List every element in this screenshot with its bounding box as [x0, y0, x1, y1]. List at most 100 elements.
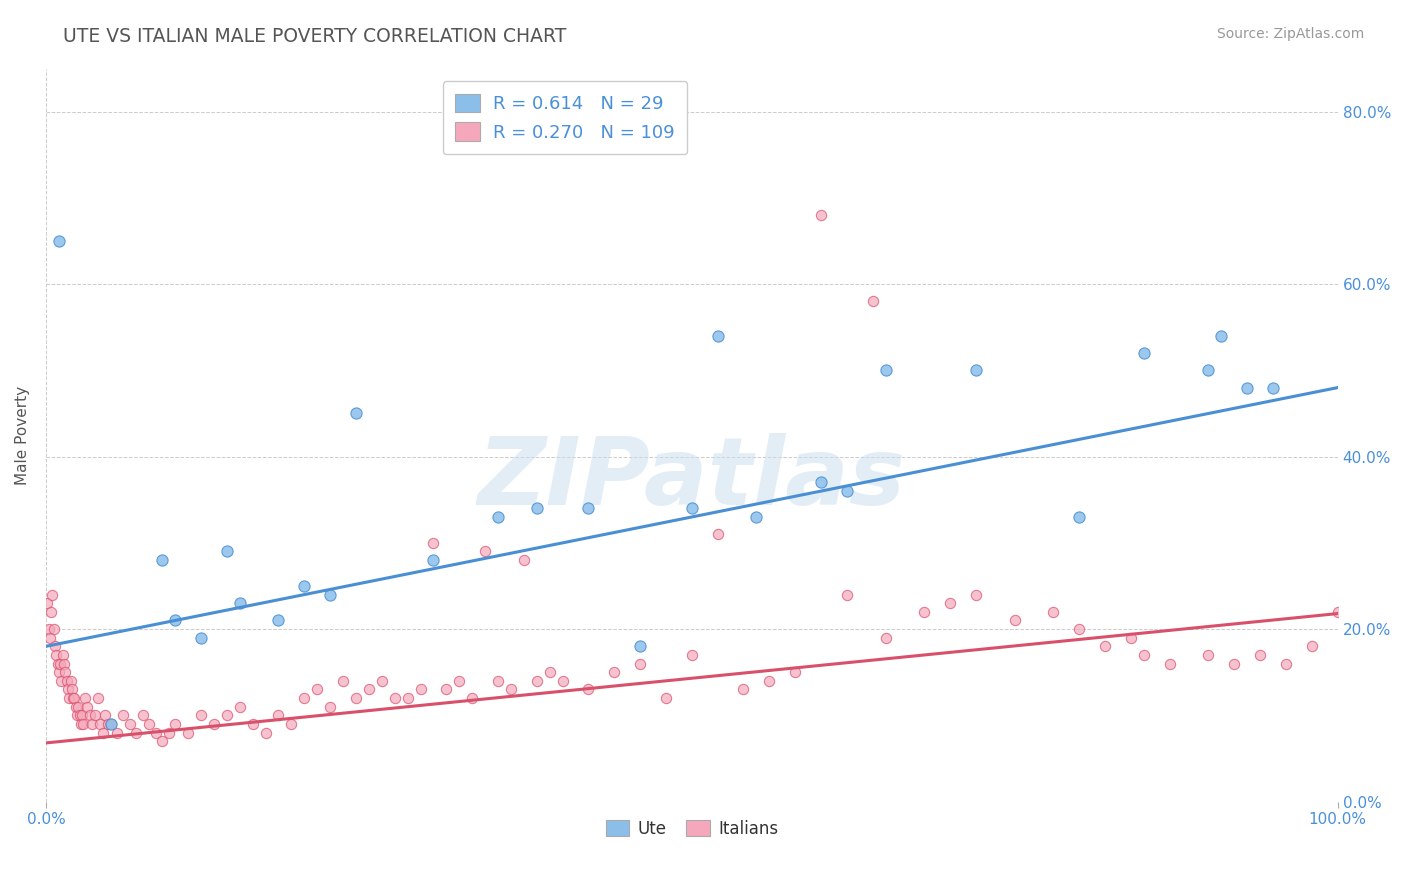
Point — [681, 501, 703, 516]
Point — [145, 725, 167, 739]
Point — [486, 673, 509, 688]
Point — [132, 708, 155, 723]
Point — [118, 717, 141, 731]
Point — [157, 725, 180, 739]
Point — [965, 588, 987, 602]
Point — [41, 588, 63, 602]
Point — [48, 665, 70, 680]
Point — [76, 699, 98, 714]
Point — [513, 553, 536, 567]
Point — [59, 673, 82, 688]
Point — [86, 691, 108, 706]
Point — [628, 640, 651, 654]
Point — [1211, 329, 1233, 343]
Point — [112, 708, 135, 723]
Point — [396, 691, 419, 706]
Point — [45, 648, 67, 662]
Point — [526, 673, 548, 688]
Point — [66, 708, 89, 723]
Point — [706, 329, 728, 343]
Point — [706, 527, 728, 541]
Point — [62, 691, 84, 706]
Point — [862, 294, 884, 309]
Point — [1249, 648, 1271, 662]
Point — [84, 708, 107, 723]
Point — [190, 708, 212, 723]
Point — [89, 717, 111, 731]
Text: UTE VS ITALIAN MALE POVERTY CORRELATION CHART: UTE VS ITALIAN MALE POVERTY CORRELATION … — [63, 27, 567, 45]
Point — [835, 588, 858, 602]
Point — [242, 717, 264, 731]
Point — [202, 717, 225, 731]
Point — [1042, 605, 1064, 619]
Point — [1159, 657, 1181, 671]
Point — [69, 708, 91, 723]
Point — [63, 691, 86, 706]
Point — [39, 605, 62, 619]
Point — [835, 484, 858, 499]
Point — [53, 665, 76, 680]
Point — [810, 208, 832, 222]
Point — [785, 665, 807, 680]
Point — [745, 510, 768, 524]
Point — [357, 682, 380, 697]
Point — [939, 596, 962, 610]
Text: ZIPatlas: ZIPatlas — [478, 433, 905, 525]
Point — [1069, 622, 1091, 636]
Y-axis label: Male Poverty: Male Poverty — [15, 385, 30, 484]
Point — [307, 682, 329, 697]
Point — [1133, 346, 1156, 360]
Point — [603, 665, 626, 680]
Point — [94, 708, 117, 723]
Point — [810, 475, 832, 490]
Point — [37, 596, 59, 610]
Point — [72, 717, 94, 731]
Point — [60, 682, 83, 697]
Point — [138, 717, 160, 731]
Point — [215, 544, 238, 558]
Point — [486, 510, 509, 524]
Point — [58, 691, 80, 706]
Point — [254, 725, 277, 739]
Point — [49, 657, 72, 671]
Point — [292, 691, 315, 706]
Point — [538, 665, 561, 680]
Point — [100, 717, 122, 731]
Point — [70, 717, 93, 731]
Point — [82, 717, 104, 731]
Point — [1198, 648, 1220, 662]
Point — [1133, 648, 1156, 662]
Point — [449, 673, 471, 688]
Point — [53, 657, 76, 671]
Point — [422, 536, 444, 550]
Point — [228, 596, 250, 610]
Point — [461, 691, 484, 706]
Point — [228, 699, 250, 714]
Point — [215, 708, 238, 723]
Point — [965, 363, 987, 377]
Point — [319, 699, 342, 714]
Point — [912, 605, 935, 619]
Point — [67, 699, 90, 714]
Point — [79, 708, 101, 723]
Point — [332, 673, 354, 688]
Point — [733, 682, 755, 697]
Point — [52, 648, 75, 662]
Point — [56, 682, 79, 697]
Point — [1261, 381, 1284, 395]
Point — [105, 725, 128, 739]
Point — [55, 673, 77, 688]
Point — [44, 640, 66, 654]
Point — [875, 631, 897, 645]
Point — [655, 691, 678, 706]
Point — [267, 708, 290, 723]
Point — [280, 717, 302, 731]
Point — [499, 682, 522, 697]
Point — [1004, 614, 1026, 628]
Point — [384, 691, 406, 706]
Point — [150, 553, 173, 567]
Point — [681, 648, 703, 662]
Point — [578, 682, 600, 697]
Point — [371, 673, 394, 688]
Point — [1198, 363, 1220, 377]
